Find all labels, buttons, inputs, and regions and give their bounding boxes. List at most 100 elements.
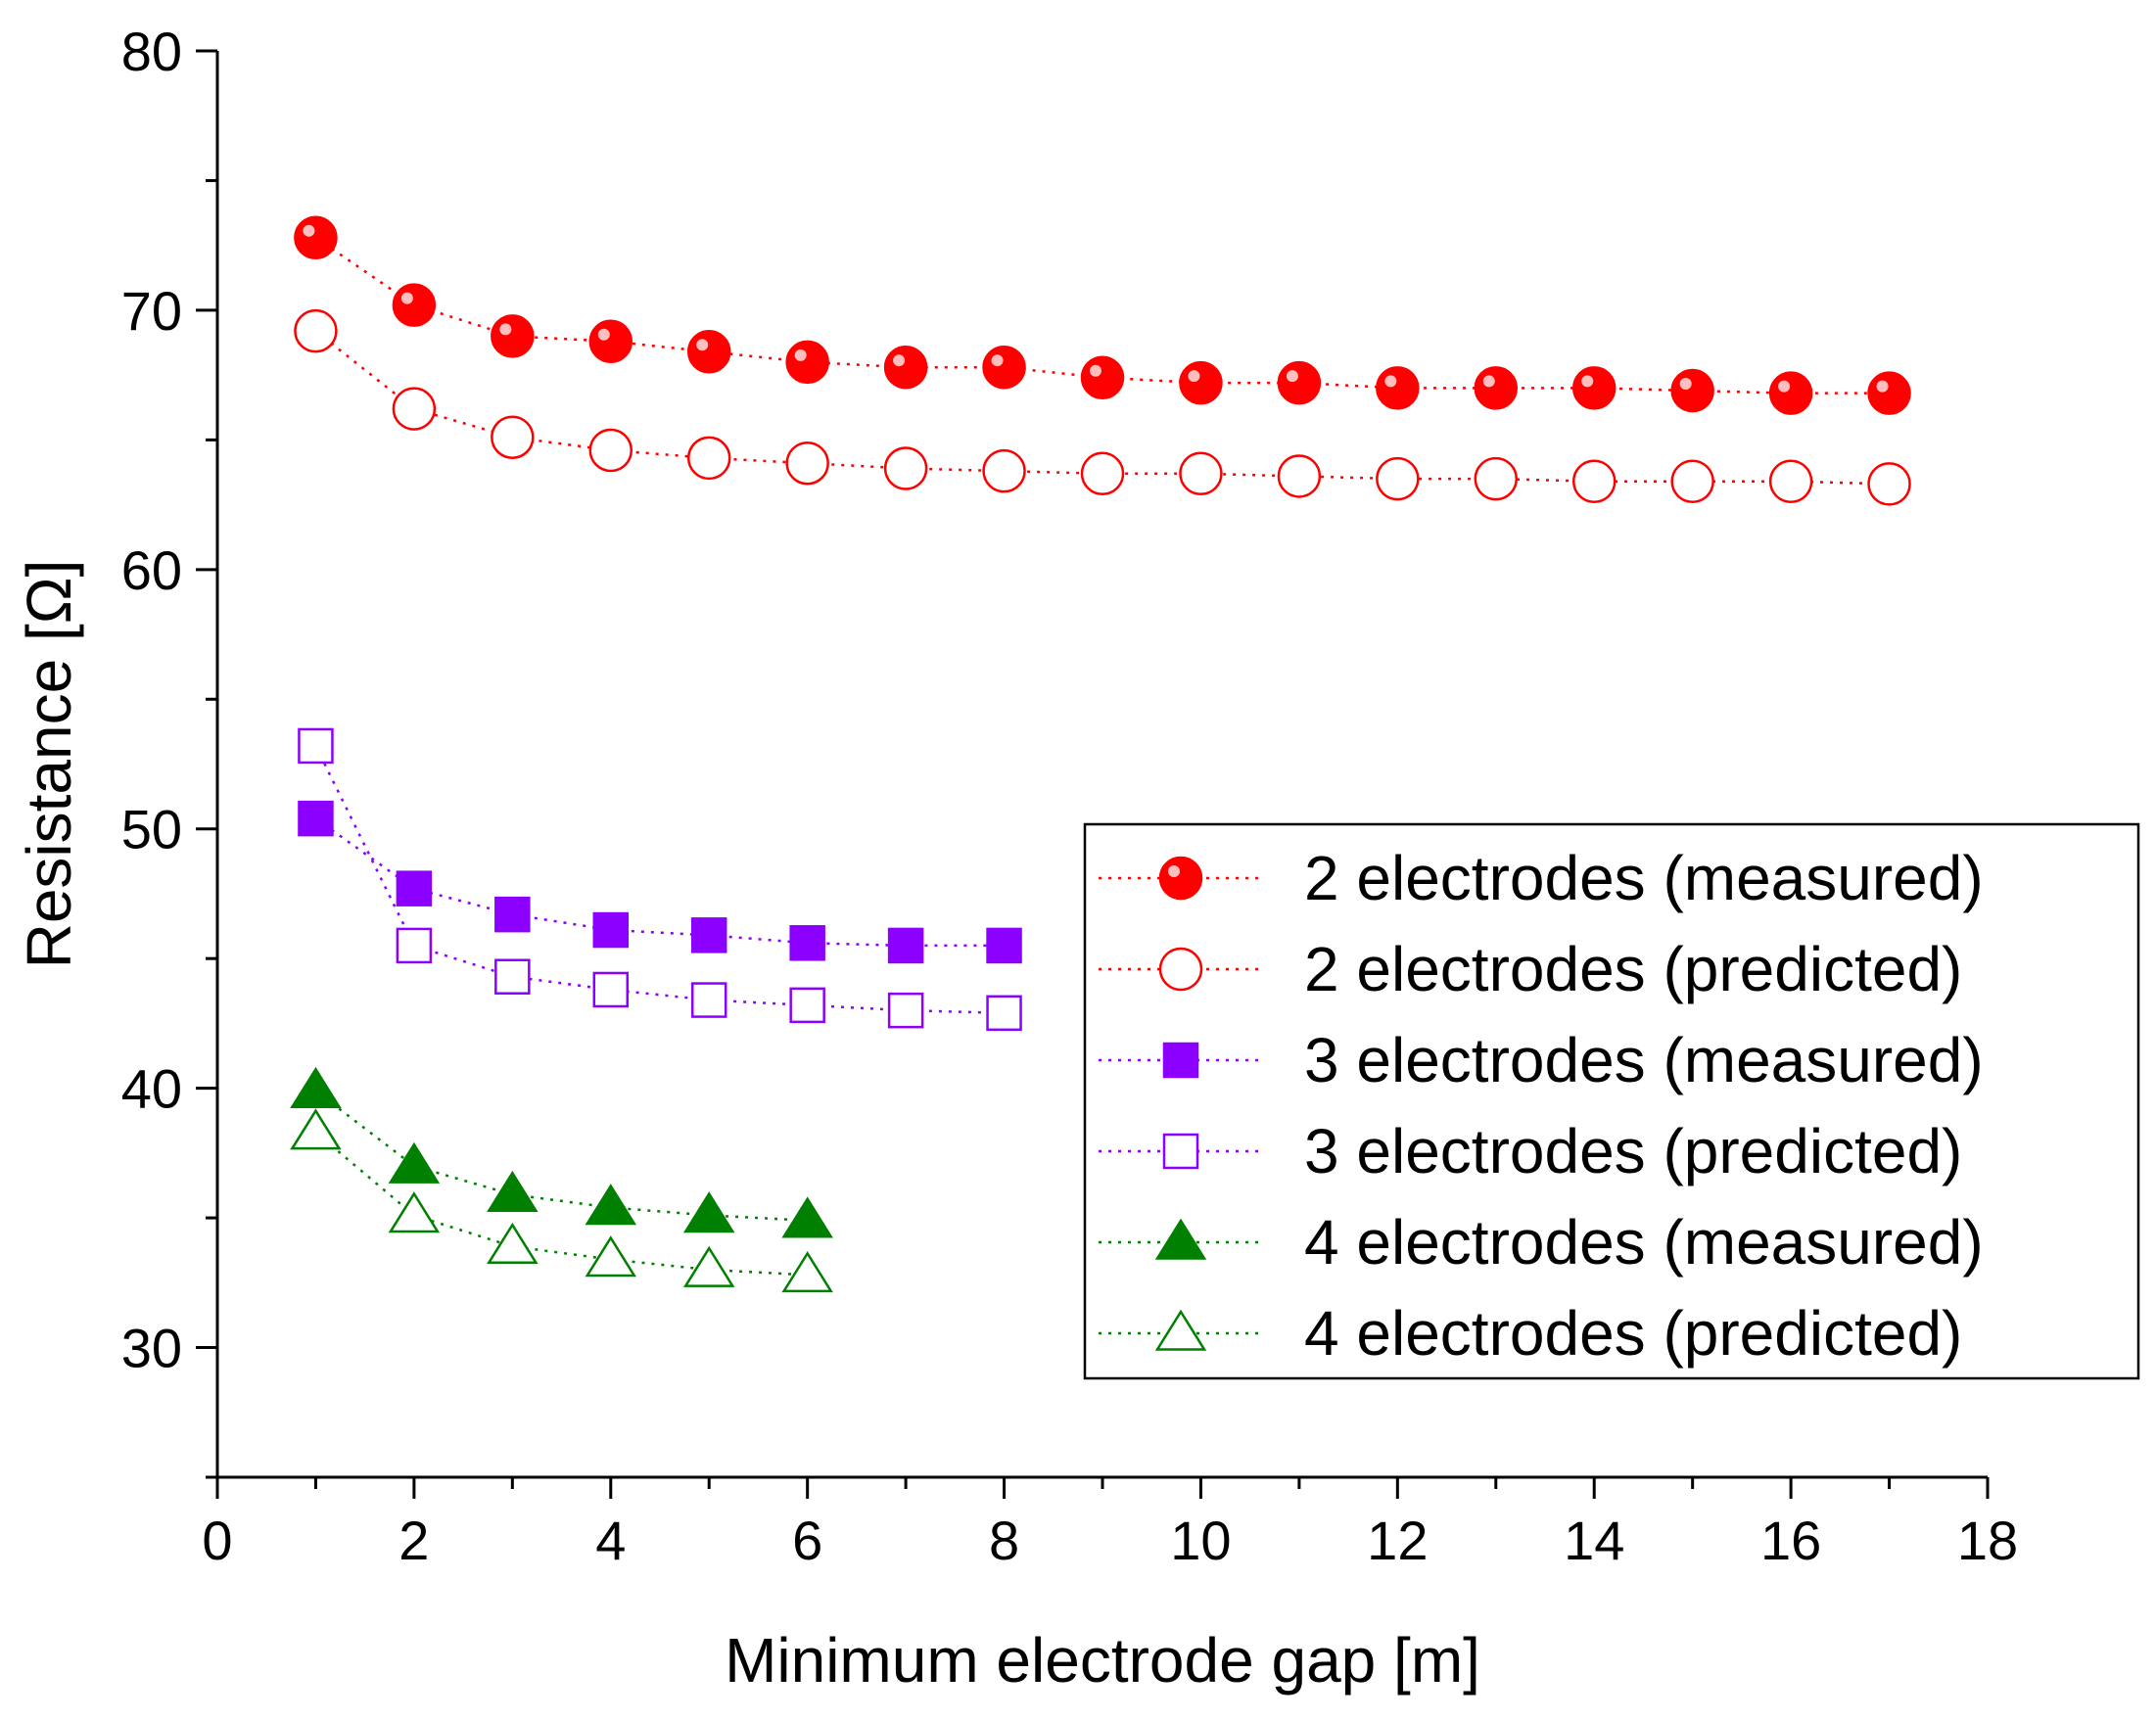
- data-point: [682, 1245, 735, 1287]
- data-point: [1768, 371, 1813, 415]
- x-tick-label: 10: [1170, 1510, 1231, 1571]
- legend-label: 2 electrodes (measured): [1304, 843, 1984, 913]
- data-point: [682, 1191, 735, 1233]
- x-tick-label: 8: [989, 1510, 1019, 1571]
- data-point: [388, 1191, 441, 1233]
- plot-area: [290, 215, 1911, 1293]
- data-point: [1474, 456, 1519, 501]
- legend-entry: 2 electrodes (predicted): [1099, 934, 1962, 1004]
- x-tick-label: 2: [398, 1510, 429, 1571]
- x-tick-label: 14: [1564, 1510, 1624, 1571]
- legend-box: [1083, 822, 2140, 1380]
- data-point-highlight: [1384, 375, 1397, 388]
- data-point: [290, 1108, 342, 1150]
- y-tick-label: 50: [121, 799, 182, 860]
- data-point: [298, 800, 334, 837]
- data-point: [1474, 366, 1519, 410]
- data-point: [592, 911, 630, 949]
- data-point-highlight: [1778, 380, 1791, 393]
- data-point: [294, 308, 338, 353]
- data-point: [1768, 459, 1813, 503]
- data-point-highlight: [499, 323, 512, 336]
- data-point-highlight: [1876, 380, 1889, 393]
- y-tick-label: 80: [121, 21, 182, 82]
- data-point: [883, 345, 928, 390]
- data-point: [986, 995, 1022, 1032]
- series-line: [314, 330, 1890, 486]
- data-point: [298, 727, 334, 765]
- series-6: [290, 1108, 833, 1293]
- data-point: [592, 971, 630, 1008]
- data-point: [294, 215, 338, 259]
- data-point: [1867, 371, 1911, 415]
- series-2: [294, 308, 1911, 506]
- data-point: [982, 345, 1026, 390]
- data-point: [396, 870, 433, 906]
- data-point-highlight: [1482, 375, 1495, 388]
- data-point: [887, 927, 924, 964]
- y-tick-label: 70: [121, 280, 182, 342]
- data-point: [494, 958, 531, 995]
- legend-entry: 3 electrodes (measured): [1099, 1025, 1984, 1095]
- data-point: [1277, 360, 1322, 405]
- data-point-highlight: [991, 354, 1004, 367]
- data-point: [1670, 459, 1714, 503]
- legend-entry: 4 electrodes (predicted): [1099, 1298, 1962, 1369]
- data-point: [781, 1251, 833, 1293]
- data-point: [1670, 368, 1714, 413]
- data-point: [491, 314, 535, 358]
- data-point: [392, 283, 437, 327]
- data-point: [388, 1141, 441, 1184]
- series-1: [294, 215, 1911, 415]
- data-point: [588, 428, 633, 473]
- legend-entry: 3 electrodes (predicted): [1099, 1116, 1962, 1186]
- data-point: [982, 448, 1026, 493]
- data-point: [690, 917, 727, 953]
- y-axis-title: Resistance [Ω]: [14, 560, 84, 969]
- data-point: [1080, 451, 1125, 496]
- data-point: [690, 982, 727, 1018]
- x-tick-label: 12: [1367, 1510, 1428, 1571]
- data-point: [1571, 459, 1617, 503]
- data-point: [1571, 366, 1617, 410]
- legend-marker: [1154, 1218, 1207, 1260]
- legend-marker: [1154, 1309, 1207, 1351]
- x-tick-label: 16: [1760, 1510, 1821, 1571]
- x-tick-label: 18: [1957, 1510, 2018, 1571]
- legend-label: 4 electrodes (predicted): [1304, 1298, 1962, 1369]
- data-point: [883, 446, 928, 490]
- data-point: [585, 1235, 637, 1278]
- data-point-highlight: [893, 354, 906, 367]
- data-point-highlight: [1581, 375, 1594, 388]
- series-4: [298, 727, 1022, 1032]
- legend-entry: 2 electrodes (measured): [1099, 843, 1984, 913]
- data-point: [785, 441, 829, 486]
- data-point: [986, 927, 1022, 964]
- legend-marker: [1158, 856, 1203, 901]
- series-3: [298, 800, 1022, 964]
- data-point: [785, 340, 829, 385]
- data-point-highlight: [597, 328, 610, 341]
- data-point: [887, 992, 924, 1029]
- data-point: [1867, 462, 1911, 506]
- legend-marker: [1158, 947, 1203, 992]
- x-tick-label: 4: [595, 1510, 626, 1571]
- data-point: [781, 1196, 833, 1238]
- data-point: [1080, 355, 1125, 400]
- legend-marker: [1162, 1042, 1199, 1079]
- data-point: [494, 896, 531, 933]
- x-axis-title: Minimum electrode gap [m]: [725, 1625, 1480, 1696]
- series-5: [290, 1066, 833, 1238]
- data-point: [585, 1184, 637, 1226]
- legend-marker: [1162, 1133, 1199, 1170]
- x-tick-label: 0: [202, 1510, 232, 1571]
- data-point-highlight: [303, 224, 315, 237]
- data-point: [1376, 456, 1420, 501]
- data-point-highlight: [1090, 364, 1101, 377]
- data-point: [1376, 366, 1420, 410]
- x-tick-label: 6: [792, 1510, 822, 1571]
- axes: 0 2 4 6 8 10 12 14 16 18 30 40 50 60 70 80: [121, 21, 2018, 1571]
- legend-label: 3 electrodes (predicted): [1304, 1116, 1962, 1186]
